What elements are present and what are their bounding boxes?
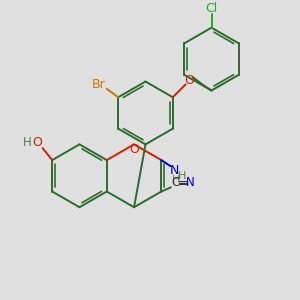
Text: O: O: [184, 74, 194, 87]
Text: H: H: [178, 171, 186, 181]
Text: H: H: [23, 136, 32, 148]
Text: O: O: [32, 136, 42, 148]
Text: Cl: Cl: [206, 2, 218, 15]
Text: H: H: [172, 175, 180, 184]
Text: Br: Br: [92, 78, 106, 91]
Text: C: C: [171, 176, 180, 189]
Text: N: N: [186, 176, 195, 189]
Text: O: O: [129, 143, 139, 156]
Text: N: N: [170, 164, 179, 177]
